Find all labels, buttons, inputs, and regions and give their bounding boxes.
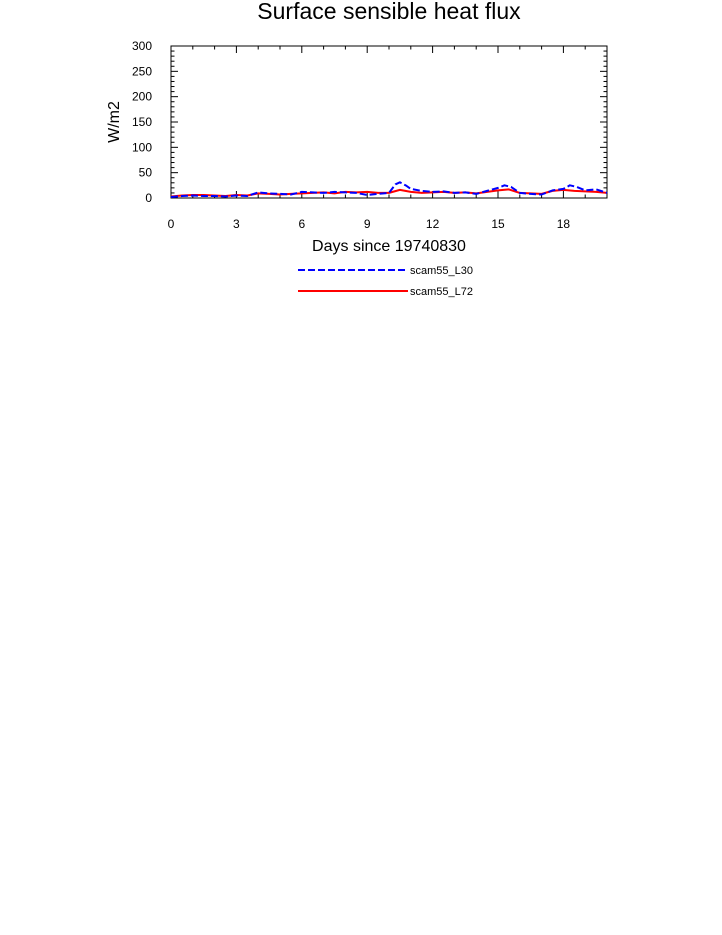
y-axis-label: W/m2	[106, 101, 123, 143]
legend: scam55_L30 scam55_L72	[298, 265, 473, 298]
series-lines	[170, 181, 608, 198]
y-tick-label: 200	[132, 90, 152, 104]
series-line-scam55_L30	[170, 181, 608, 198]
x-tick-label: 12	[426, 217, 440, 231]
x-axis-label: Days since 19740830	[312, 238, 466, 255]
y-tick-label: 100	[132, 140, 152, 154]
legend-label-scam55_L72: scam55_L72	[410, 286, 473, 298]
y-tick-label: 50	[139, 166, 153, 180]
legend-label-scam55_L30: scam55_L30	[410, 265, 473, 277]
y-tick-label: 250	[132, 64, 152, 78]
chart-title: Surface sensible heat flux	[257, 0, 521, 24]
x-tick-label: 6	[298, 217, 305, 231]
x-tick-label: 18	[557, 217, 571, 231]
x-tick-label: 3	[233, 217, 240, 231]
x-tick-label: 15	[491, 217, 505, 231]
plot-frame	[170, 45, 608, 199]
axis-ticks	[170, 45, 608, 199]
y-tick-label: 150	[132, 115, 152, 129]
x-tick-label: 9	[364, 217, 371, 231]
y-tick-label: 0	[145, 191, 152, 205]
y-tick-label: 300	[132, 39, 152, 53]
x-tick-label: 0	[168, 217, 175, 231]
axis-tick-labels: 0 3 6 9 12 15 18 0 50 100 150 200 250 300	[132, 39, 570, 231]
